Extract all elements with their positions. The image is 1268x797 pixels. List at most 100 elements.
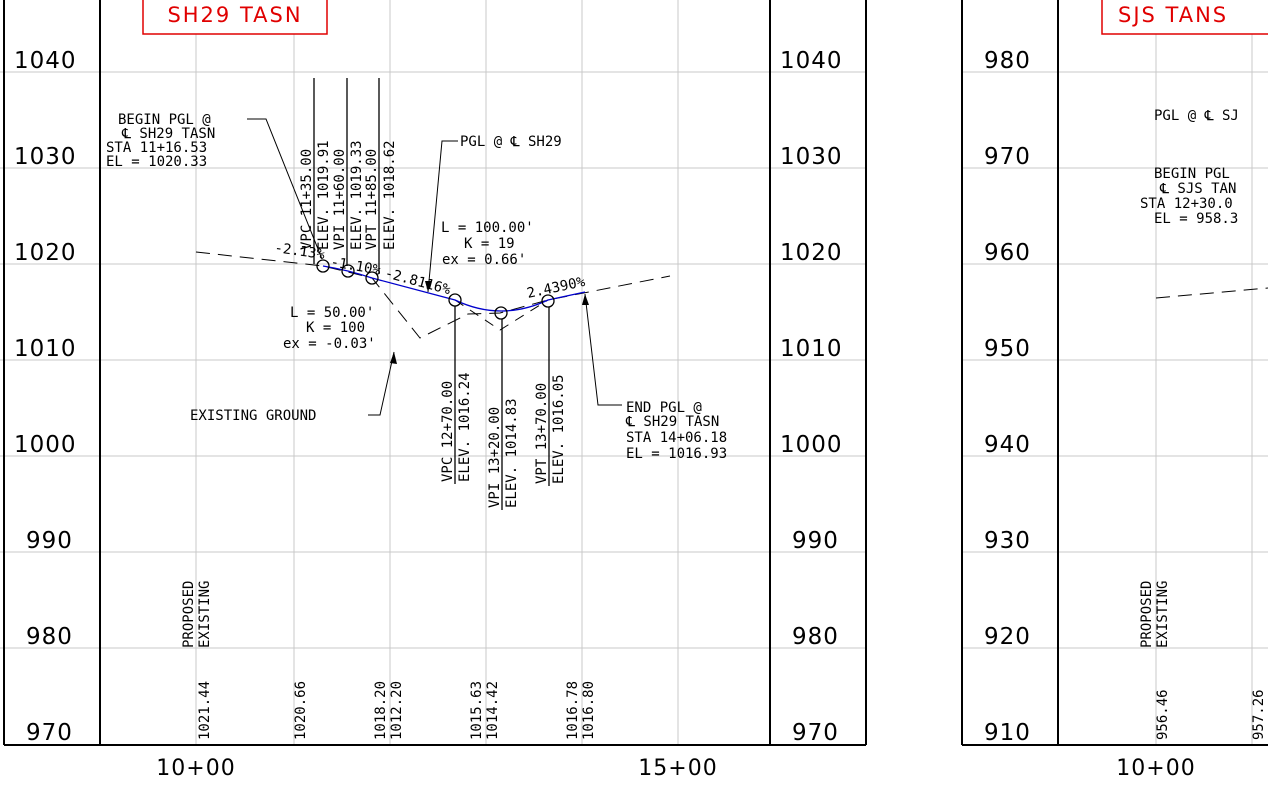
svg-text:ex = 0.66': ex = 0.66': [442, 252, 526, 268]
svg-text:PROPOSED: PROPOSED: [1139, 581, 1155, 648]
right-sheet-title: SJS TANS: [1118, 3, 1228, 27]
right-title-box: [1101, 0, 1268, 35]
elev-label: 1010: [14, 336, 77, 362]
vpt-1-label: VPT 11+85.00: [364, 149, 380, 250]
svg-text:STA 14+06.18: STA 14+06.18: [626, 430, 727, 446]
vpc-1-elev: ELEV. 1019.91: [316, 140, 332, 250]
begin-pgl-note: BEGIN PGL @ ℄ SH29 TASN STA 11+16.53 EL …: [106, 112, 215, 170]
vpc-1-label: VPC 11+35.00: [299, 149, 315, 250]
left-elevation-labels: 1040 1030 1020 1010 1000 990 980 970: [14, 48, 77, 746]
svg-text:K = 19: K = 19: [464, 236, 515, 252]
svg-text:STA 12+30.0: STA 12+30.0: [1140, 196, 1233, 212]
vpi-1-elev: ELEV. 1019.33: [349, 140, 365, 250]
vc2-data: L = 100.00' K = 19 ex = 0.66': [441, 220, 534, 268]
pgl-label: PGL @ ℄ SJ: [1154, 108, 1239, 124]
vpt-2-elev: ELEV. 1016.05: [551, 374, 567, 484]
svg-text:L = 50.00': L = 50.00': [290, 305, 374, 321]
left-title-box: [142, 0, 328, 35]
vpc-marker: [316, 259, 330, 273]
elev-label: 1010: [780, 336, 843, 362]
svg-text:956.46: 956.46: [1155, 689, 1171, 740]
profile-values: 1021.44 1020.66 1018.20 1012.20 1015.63 …: [197, 681, 597, 740]
svg-text:BEGIN PGL @: BEGIN PGL @: [118, 112, 211, 128]
elev-label: 970: [984, 144, 1031, 170]
svg-text:ex = -0.03': ex = -0.03': [283, 336, 376, 352]
left-sheet-title: SH29 TASN: [167, 3, 302, 27]
elev-label: 970: [26, 720, 73, 746]
vpi-marker: [341, 264, 355, 278]
vpi-2-label: VPI 13+20.00: [487, 407, 503, 508]
elev-label: 980: [984, 48, 1031, 74]
elev-label: 1030: [780, 144, 843, 170]
svg-text:-2.13%: -2.13%: [273, 240, 326, 263]
svg-text:1012.20: 1012.20: [389, 681, 405, 740]
svg-text:957.26: 957.26: [1251, 689, 1267, 740]
elev-label: 960: [984, 240, 1031, 266]
elev-label: 920: [984, 624, 1031, 650]
svg-text:1018.20: 1018.20: [373, 681, 389, 740]
svg-text:1020.66: 1020.66: [293, 681, 309, 740]
arrow-icon: [582, 294, 589, 305]
elev-label: 990: [792, 528, 839, 554]
pgl-label: PGL @ ℄ SH29: [460, 134, 562, 150]
elev-label: 1030: [14, 144, 77, 170]
end-pgl-note: END PGL @ ℄ SH29 TASN STA 14+06.18 EL = …: [625, 400, 727, 462]
vertical-points: [316, 259, 555, 320]
elev-label: 1000: [780, 432, 843, 458]
svg-text:END PGL @: END PGL @: [626, 400, 702, 416]
begin-pgl-leader: [247, 118, 323, 260]
vpt-marker: [365, 271, 379, 285]
vpc-2-label: VPC 12+70.00: [440, 381, 456, 482]
svg-text:EXISTING: EXISTING: [1155, 581, 1171, 648]
elev-label: 1040: [14, 48, 77, 74]
svg-text:℄ SH29 TASN: ℄ SH29 TASN: [625, 414, 719, 430]
right-sheet-elevation-labels: 980 970 960 950 940 930 920 910: [984, 48, 1031, 746]
callout-lines: [313, 78, 550, 510]
arrow-icon: [425, 281, 431, 292]
elev-label: 1020: [14, 240, 77, 266]
left-grid: [0, 0, 866, 744]
tangent-extension: [454, 299, 549, 331]
elev-label: 980: [26, 624, 73, 650]
vpt-1-elev: ELEV. 1018.62: [382, 140, 398, 250]
end-pgl-leader: [584, 293, 622, 406]
legend: PROPOSED EXISTING: [181, 581, 213, 648]
svg-text:EXISTING: EXISTING: [197, 581, 213, 648]
svg-text:-2.8116%: -2.8116%: [383, 265, 453, 298]
arrow-icon: [390, 352, 397, 364]
right-frame: [961, 0, 1268, 746]
elev-label: 940: [984, 432, 1031, 458]
svg-text:1016.80: 1016.80: [581, 681, 597, 740]
right-elevation-labels: 1040 1030 1020 1010 1000 990 980 970: [780, 48, 843, 746]
elev-label: 970: [792, 720, 839, 746]
svg-text:1015.63: 1015.63: [469, 681, 485, 740]
station-label: 15+00: [638, 756, 717, 781]
svg-text:BEGIN PGL: BEGIN PGL: [1154, 166, 1230, 182]
legend: PROPOSED EXISTING: [1139, 581, 1171, 648]
svg-text:EL = 1020.33: EL = 1020.33: [106, 154, 207, 170]
svg-text:1016.78: 1016.78: [565, 681, 581, 740]
vpt-marker: [541, 294, 555, 308]
elev-label: 950: [984, 336, 1031, 362]
elev-label: 990: [26, 528, 73, 554]
callout-labels: VPC 11+35.00 ELEV. 1019.91 VPI 11+60.00 …: [299, 140, 567, 508]
vc1-data: L = 50.00' K = 100 ex = -0.03': [283, 305, 376, 352]
elev-label: 1020: [780, 240, 843, 266]
right-grid: [962, 0, 1268, 744]
elev-label: 910: [984, 720, 1031, 746]
svg-text:-1.10%: -1.10%: [329, 254, 382, 279]
vpi-2-elev: ELEV. 1014.83: [504, 398, 520, 508]
profile-values: 956.46 957.26: [1155, 689, 1267, 740]
right-sheet: SJS TANS 980 970 960 950 940 930 920 910…: [961, 0, 1268, 781]
svg-text:K = 100: K = 100: [306, 320, 365, 336]
svg-text:STA 11+16.53: STA 11+16.53: [106, 140, 207, 156]
svg-text:PROPOSED: PROPOSED: [181, 581, 197, 648]
existing-ground-label: EXISTING GROUND: [190, 408, 316, 424]
existing-ground-line: [195, 251, 671, 339]
svg-text:1021.44: 1021.44: [197, 681, 213, 740]
left-frame: [3, 0, 867, 746]
elev-label: 1040: [780, 48, 843, 74]
svg-text:L = 100.00': L = 100.00': [441, 220, 534, 236]
existing-ground-leader: [368, 351, 395, 416]
begin-pgl-note: BEGIN PGL ℄ SJS TAN STA 12+30.0 EL = 958…: [1140, 166, 1238, 227]
